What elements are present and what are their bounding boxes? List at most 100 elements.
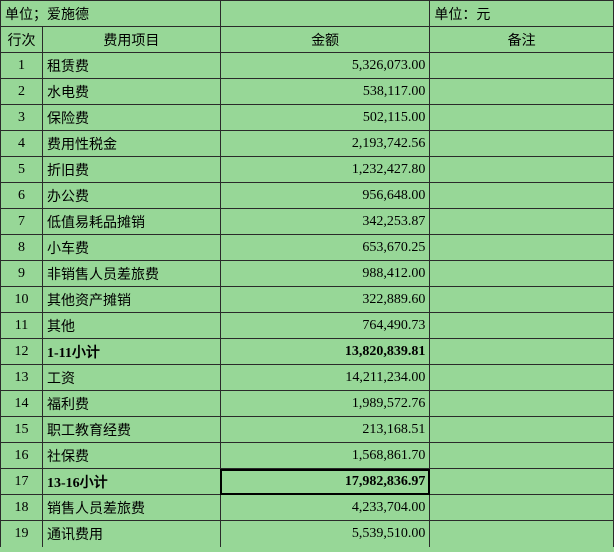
cell-amount[interactable]: 4,233,704.00 xyxy=(220,495,430,521)
table-row: 14福利费1,989,572.76 xyxy=(1,391,614,417)
cell-item[interactable]: 水电费 xyxy=(42,79,220,105)
cell-item[interactable]: 福利费 xyxy=(42,391,220,417)
cell-rownum[interactable]: 5 xyxy=(1,157,43,183)
cell-rownum[interactable]: 6 xyxy=(1,183,43,209)
table-row: 16社保费1,568,861.70 xyxy=(1,443,614,469)
cell-rownum[interactable]: 10 xyxy=(1,287,43,313)
cell-amount[interactable]: 988,412.00 xyxy=(220,261,430,287)
cell-rownum[interactable]: 2 xyxy=(1,79,43,105)
cell-rownum[interactable]: 14 xyxy=(1,391,43,417)
cell-amount[interactable]: 17,982,836.97 xyxy=(220,469,430,495)
cell-rownum[interactable]: 8 xyxy=(1,235,43,261)
cell-item[interactable]: 1-11小计 xyxy=(42,339,220,365)
cell-note[interactable] xyxy=(430,53,614,79)
cell-note[interactable] xyxy=(430,521,614,547)
table-row: 7低值易耗品摊销342,253.87 xyxy=(1,209,614,235)
table-row: 8小车费653,670.25 xyxy=(1,235,614,261)
cell-note[interactable] xyxy=(430,157,614,183)
cell-item[interactable]: 工资 xyxy=(42,365,220,391)
table-row: 2水电费538,117.00 xyxy=(1,79,614,105)
cell-amount[interactable]: 14,211,234.00 xyxy=(220,365,430,391)
cell-note[interactable] xyxy=(430,183,614,209)
cell-rownum[interactable]: 17 xyxy=(1,469,43,495)
cell-rownum[interactable]: 13 xyxy=(1,365,43,391)
cell-amount[interactable]: 322,889.60 xyxy=(220,287,430,313)
table-row: 13工资14,211,234.00 xyxy=(1,365,614,391)
header-row: 行次 费用项目 金额 备注 xyxy=(1,27,614,53)
cell-note[interactable] xyxy=(430,443,614,469)
cell-note[interactable] xyxy=(430,339,614,365)
table-row: 5折旧费1,232,427.80 xyxy=(1,157,614,183)
cell-rownum[interactable]: 16 xyxy=(1,443,43,469)
cell-rownum[interactable]: 15 xyxy=(1,417,43,443)
cell-amount[interactable]: 2,193,742.56 xyxy=(220,131,430,157)
cell-rownum[interactable]: 3 xyxy=(1,105,43,131)
cell-rownum[interactable]: 12 xyxy=(1,339,43,365)
cell-note[interactable] xyxy=(430,209,614,235)
table-row: 11其他764,490.73 xyxy=(1,313,614,339)
cell-note[interactable] xyxy=(430,287,614,313)
cell-note[interactable] xyxy=(430,469,614,495)
table-row: 19通讯费用5,539,510.00 xyxy=(1,521,614,547)
table-row: 4费用性税金2,193,742.56 xyxy=(1,131,614,157)
cell-amount[interactable]: 1,568,861.70 xyxy=(220,443,430,469)
cell-item[interactable]: 保险费 xyxy=(42,105,220,131)
cell-item[interactable]: 社保费 xyxy=(42,443,220,469)
cell-item[interactable]: 其他资产摊销 xyxy=(42,287,220,313)
cell-amount[interactable]: 653,670.25 xyxy=(220,235,430,261)
cell-item[interactable]: 低值易耗品摊销 xyxy=(42,209,220,235)
cell-rownum[interactable]: 9 xyxy=(1,261,43,287)
top-info-row: 单位；爱施德 单位：元 xyxy=(1,1,614,27)
cell-amount[interactable]: 1,232,427.80 xyxy=(220,157,430,183)
cell-amount[interactable]: 342,253.87 xyxy=(220,209,430,235)
table-row: 10其他资产摊销322,889.60 xyxy=(1,287,614,313)
cell-item[interactable]: 通讯费用 xyxy=(42,521,220,547)
cell-amount[interactable]: 956,648.00 xyxy=(220,183,430,209)
cell-note[interactable] xyxy=(430,105,614,131)
cell-amount[interactable]: 13,820,839.81 xyxy=(220,339,430,365)
cell-amount[interactable]: 538,117.00 xyxy=(220,79,430,105)
header-item: 费用项目 xyxy=(42,27,220,53)
cell-item[interactable]: 小车费 xyxy=(42,235,220,261)
cell-amount[interactable]: 1,989,572.76 xyxy=(220,391,430,417)
cell-item[interactable]: 13-16小计 xyxy=(42,469,220,495)
cell-note[interactable] xyxy=(430,313,614,339)
cell-item[interactable]: 职工教育经费 xyxy=(42,417,220,443)
unit-currency-label: 单位：元 xyxy=(430,1,614,27)
cell-item[interactable]: 租赁费 xyxy=(42,53,220,79)
cell-rownum[interactable]: 1 xyxy=(1,53,43,79)
cell-item[interactable]: 非销售人员差旅费 xyxy=(42,261,220,287)
cell-note[interactable] xyxy=(430,365,614,391)
cell-amount[interactable]: 764,490.73 xyxy=(220,313,430,339)
expense-table: 单位；爱施德 单位：元 行次 费用项目 金额 备注 1租赁费5,326,073.… xyxy=(0,0,614,547)
cell-amount[interactable]: 5,539,510.00 xyxy=(220,521,430,547)
table-row: 18销售人员差旅费4,233,704.00 xyxy=(1,495,614,521)
cell-item[interactable]: 办公费 xyxy=(42,183,220,209)
cell-note[interactable] xyxy=(430,79,614,105)
cell-item[interactable]: 其他 xyxy=(42,313,220,339)
cell-item[interactable]: 销售人员差旅费 xyxy=(42,495,220,521)
cell-note[interactable] xyxy=(430,261,614,287)
cell-amount[interactable]: 502,115.00 xyxy=(220,105,430,131)
cell-rownum[interactable]: 11 xyxy=(1,313,43,339)
cell-rownum[interactable]: 19 xyxy=(1,521,43,547)
cell-note[interactable] xyxy=(430,131,614,157)
cell-note[interactable] xyxy=(430,495,614,521)
unit-company-label: 单位；爱施德 xyxy=(1,1,221,27)
cell-rownum[interactable]: 7 xyxy=(1,209,43,235)
cell-item[interactable]: 费用性税金 xyxy=(42,131,220,157)
table-row: 15职工教育经费213,168.51 xyxy=(1,417,614,443)
cell-note[interactable] xyxy=(430,417,614,443)
cell-rownum[interactable]: 18 xyxy=(1,495,43,521)
table-row: 9非销售人员差旅费988,412.00 xyxy=(1,261,614,287)
cell-item[interactable]: 折旧费 xyxy=(42,157,220,183)
table-row: 121-11小计13,820,839.81 xyxy=(1,339,614,365)
cell-note[interactable] xyxy=(430,235,614,261)
cell-note[interactable] xyxy=(430,391,614,417)
cell-amount[interactable]: 5,326,073.00 xyxy=(220,53,430,79)
table-row: 1租赁费5,326,073.00 xyxy=(1,53,614,79)
table-row: 3保险费502,115.00 xyxy=(1,105,614,131)
table-row: 6办公费956,648.00 xyxy=(1,183,614,209)
cell-rownum[interactable]: 4 xyxy=(1,131,43,157)
cell-amount[interactable]: 213,168.51 xyxy=(220,417,430,443)
